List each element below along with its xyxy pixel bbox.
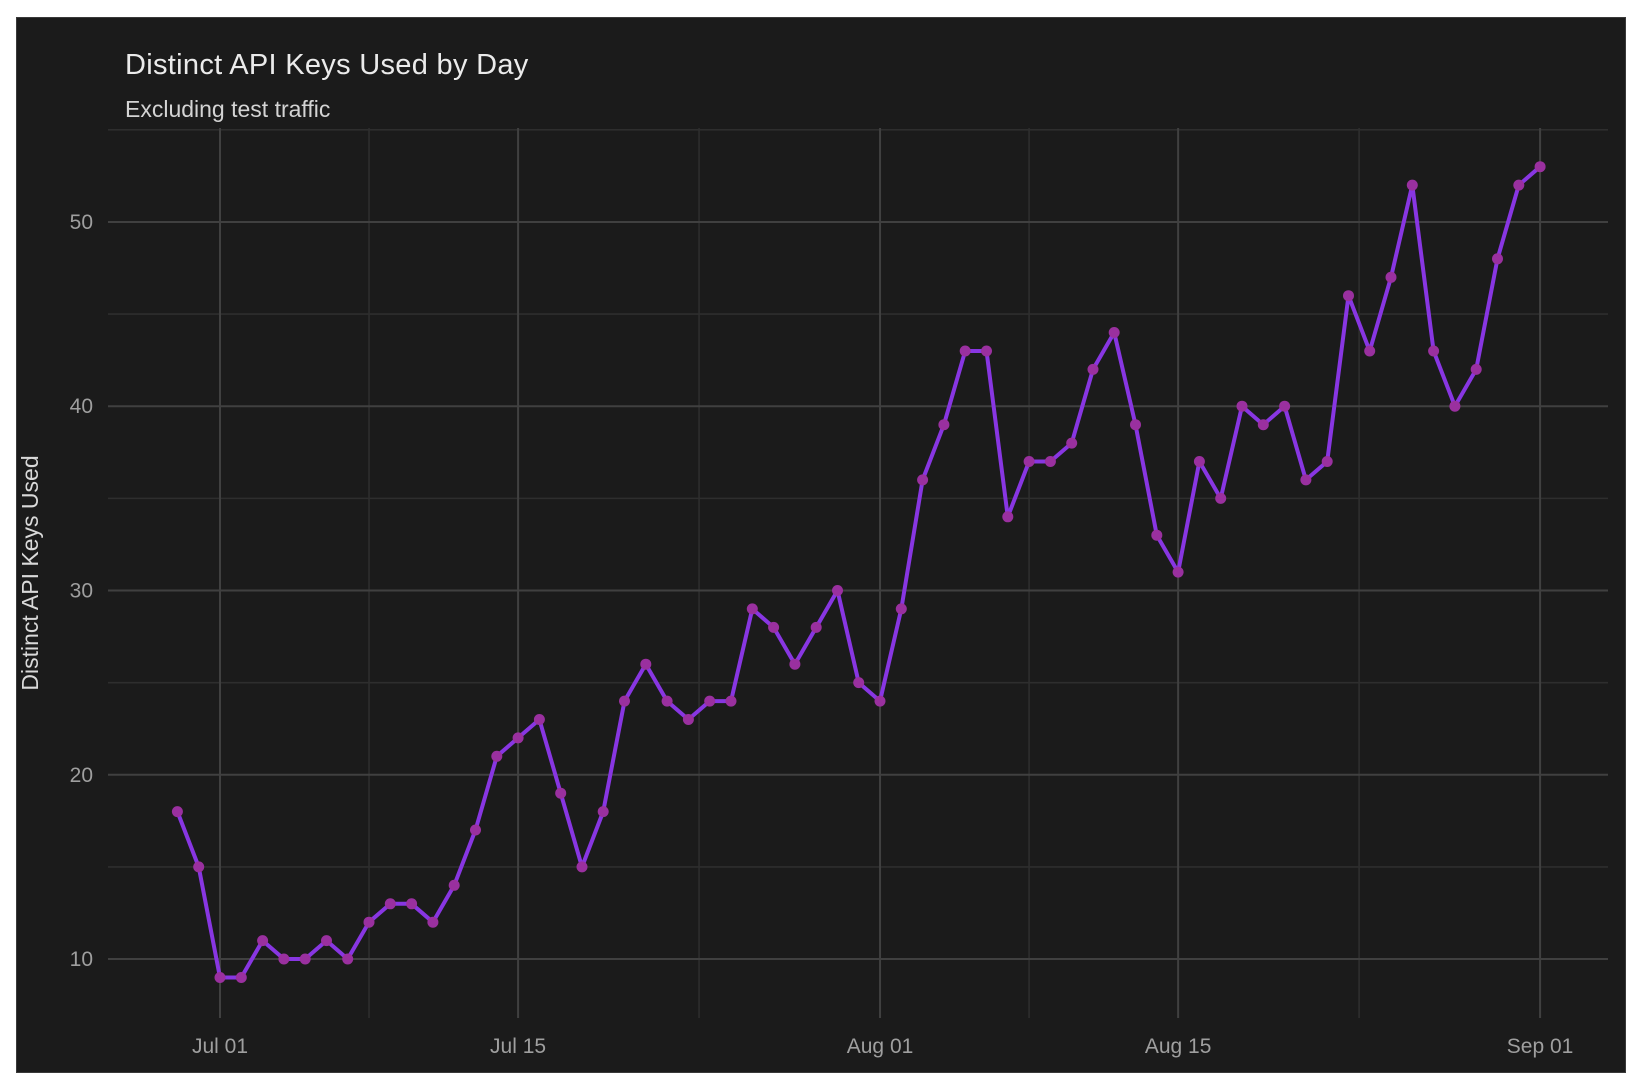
data-point-marker	[938, 419, 950, 431]
data-point-marker	[1385, 271, 1397, 283]
data-point-marker	[470, 824, 481, 836]
data-point-marker	[1151, 529, 1163, 541]
data-point-marker	[1023, 456, 1035, 467]
data-point-marker	[810, 621, 822, 633]
y-tick-label: 20	[70, 764, 93, 787]
x-axis-labels: Jul 01 Jul 15 Aug 01 Aug 15 Sep 01	[192, 1035, 1573, 1058]
data-point-marker	[640, 658, 652, 670]
x-tick-label: Aug 15	[1145, 1035, 1212, 1058]
data-point-marker	[1066, 437, 1078, 449]
data-point-marker	[491, 750, 503, 762]
data-point-marker	[427, 916, 439, 928]
data-point-marker	[555, 787, 567, 799]
data-point-marker	[959, 345, 971, 357]
data-point-marker	[725, 695, 737, 707]
y-axis-title: Distinct API Keys Used	[17, 455, 43, 690]
data-point-marker	[1300, 474, 1312, 486]
data-line	[175, 164, 1543, 980]
data-point-marker	[1470, 363, 1482, 375]
data-point-marker	[1215, 492, 1227, 504]
data-point-marker	[597, 806, 609, 818]
gridlines-minor	[108, 128, 1608, 1018]
data-point-marker	[704, 695, 716, 707]
x-tick-label: Aug 01	[847, 1035, 914, 1058]
data-point-marker	[342, 953, 354, 965]
data-point-marker	[363, 916, 375, 928]
data-point-marker	[1449, 400, 1461, 412]
data-point-marker	[1321, 456, 1333, 467]
data-point-marker	[1172, 566, 1184, 578]
data-point-marker	[533, 714, 545, 725]
data-point-marker	[1130, 419, 1141, 431]
chart-subtitle: Excluding test traffic	[125, 96, 331, 122]
data-point-marker	[768, 621, 780, 633]
data-point-marker	[981, 345, 992, 357]
data-point-marker	[384, 898, 396, 910]
data-point-marker	[193, 861, 205, 873]
data-point-marker	[682, 714, 694, 725]
data-point-marker	[874, 695, 886, 707]
data-point-marker	[661, 695, 673, 707]
data-point-marker	[406, 898, 418, 910]
y-axis-labels: 10 20 30 40 50	[70, 211, 93, 971]
y-tick-label: 30	[70, 580, 93, 603]
data-point-marker	[576, 861, 588, 873]
data-point-marker	[619, 695, 630, 707]
data-point-marker	[278, 953, 290, 965]
y-tick-label: 50	[70, 211, 93, 234]
data-point-marker	[1279, 400, 1291, 412]
data-point-marker	[1343, 290, 1354, 302]
data-point-marker	[235, 972, 247, 983]
data-point-marker	[1513, 179, 1525, 191]
data-points	[171, 161, 1546, 983]
data-point-marker	[895, 603, 907, 615]
data-point-marker	[1044, 456, 1056, 467]
y-tick-label: 40	[70, 395, 93, 418]
data-point-marker	[917, 474, 929, 486]
data-point-marker	[1087, 363, 1099, 375]
data-point-marker	[832, 585, 843, 596]
data-point-marker	[1236, 400, 1248, 412]
data-point-marker	[1108, 327, 1120, 338]
x-tick-label: Jul 15	[490, 1035, 546, 1058]
data-point-marker	[512, 732, 524, 744]
data-point-marker	[1492, 253, 1503, 265]
x-tick-label: Jul 01	[192, 1035, 248, 1058]
data-point-marker	[448, 879, 460, 891]
data-point-marker	[1193, 456, 1205, 467]
data-point-marker	[789, 658, 801, 670]
data-point-marker	[299, 953, 311, 965]
data-point-marker	[1428, 345, 1440, 357]
data-point-marker	[746, 603, 758, 615]
data-point-marker	[853, 677, 865, 689]
x-tick-label: Sep 01	[1507, 1035, 1574, 1058]
data-point-marker	[214, 972, 226, 983]
data-point-marker	[171, 806, 183, 818]
data-point-marker	[1534, 161, 1546, 173]
gridlines-major	[108, 128, 1608, 1018]
data-point-marker	[1002, 511, 1014, 523]
data-point-marker	[1406, 179, 1418, 191]
data-point-marker	[1257, 419, 1269, 431]
data-point-marker	[1364, 345, 1376, 357]
data-point-marker	[321, 935, 332, 947]
chart-title: Distinct API Keys Used by Day	[125, 49, 529, 81]
data-point-marker	[257, 935, 269, 947]
y-tick-label: 10	[70, 948, 93, 971]
chart-card: Distinct API Keys Used by Day Excluding …	[16, 17, 1626, 1073]
